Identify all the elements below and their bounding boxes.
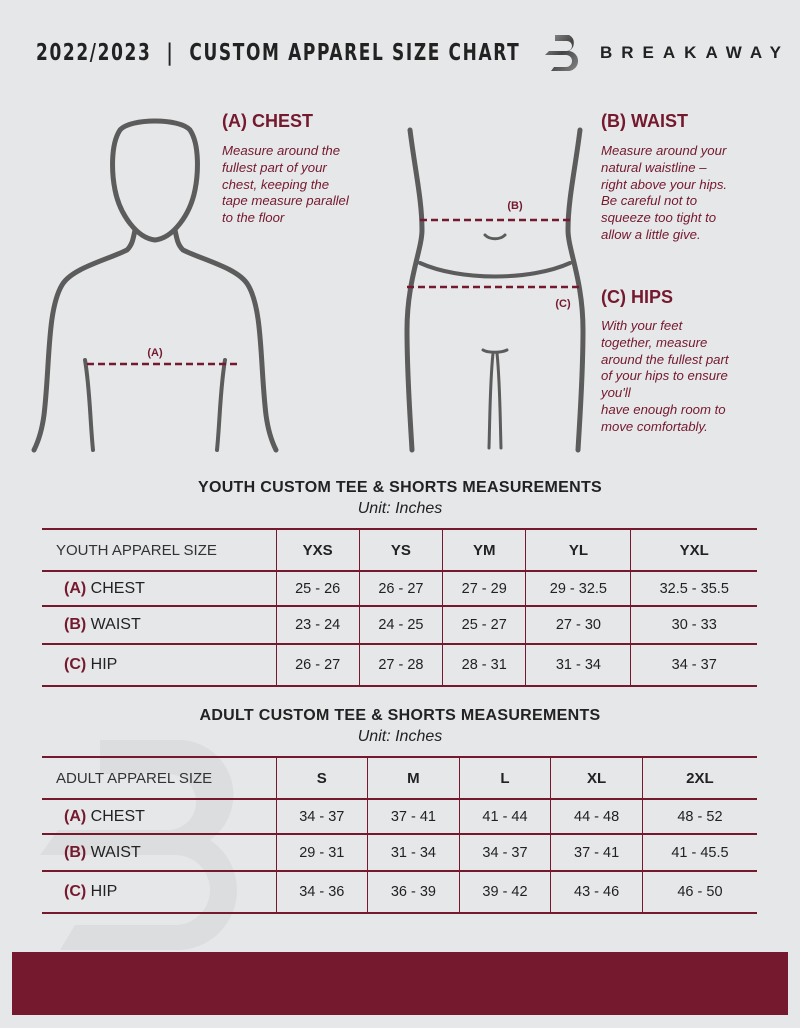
row-letter: (C) xyxy=(64,656,87,673)
upper-body-figure: (A) xyxy=(31,118,279,453)
table-header-row: ADULT APPAREL SIZE S M L XL 2XL xyxy=(42,756,757,800)
hips-title: (C) HIPS xyxy=(601,287,673,307)
size-header: S xyxy=(275,756,368,800)
size-header: XL xyxy=(550,756,643,800)
row-letter: (B) xyxy=(64,843,87,861)
cell: 37 - 41 xyxy=(550,833,643,872)
cell: 31 - 34 xyxy=(525,643,631,687)
row-label: HIP xyxy=(90,656,118,673)
cell: 30 - 33 xyxy=(630,605,757,645)
cell: 34 - 37 xyxy=(458,833,551,872)
row-label: CHEST xyxy=(90,807,145,825)
size-header: YXL xyxy=(630,528,757,572)
table-row: (A) CHEST 25 - 26 26 - 27 27 - 29 29 - 32.5 3… xyxy=(42,570,757,607)
waist-instructions: Measure around your natural waistline – … xyxy=(601,143,728,242)
cell: 41 - 44 xyxy=(458,798,551,835)
cell: 46 - 50 xyxy=(641,870,757,914)
cell: 23 - 24 xyxy=(275,605,360,645)
table-row: (C) HIP 34 - 36 36 - 39 39 - 42 43 - 46 46 - … xyxy=(42,870,757,914)
cell: 26 - 27 xyxy=(275,643,360,687)
header-label: YOUTH APPAREL SIZE xyxy=(42,528,276,572)
row-label: WAIST xyxy=(90,843,141,861)
youth-size-table: YOUTH APPAREL SIZE YXS YS YM YL YXL (A) … xyxy=(42,528,757,687)
size-header: L xyxy=(458,756,551,800)
page-title: 2022/2023 | CUSTOM APPAREL SIZE CHART xyxy=(36,40,521,66)
cell: 36 - 39 xyxy=(367,870,460,914)
cell: 25 - 27 xyxy=(442,605,526,645)
cell: 28 - 31 xyxy=(442,643,526,687)
cell: 34 - 37 xyxy=(275,798,368,835)
size-header: YL xyxy=(525,528,631,572)
youth-table-unit: Unit: Inches xyxy=(357,500,443,517)
table-row: (C) HIP 26 - 27 27 - 28 28 - 31 31 - 34 34 - … xyxy=(42,643,757,687)
row-label: HIP xyxy=(90,883,118,900)
chest-title: (A) CHEST xyxy=(222,111,313,131)
table-row: (A) CHEST 34 - 37 37 - 41 41 - 44 44 - 48 48 … xyxy=(42,798,757,835)
row-letter: (A) xyxy=(64,579,87,597)
cell: 27 - 28 xyxy=(358,643,443,687)
chest-marker: (A) xyxy=(147,347,163,359)
youth-table-title: YOUTH CUSTOM TEE & SHORTS MEASUREMENTS xyxy=(197,479,603,496)
cell: 34 - 37 xyxy=(630,643,757,687)
row-letter: (B) xyxy=(64,616,87,633)
cell: 29 - 32.5 xyxy=(525,570,631,607)
table-row: (B) WAIST 23 - 24 24 - 25 25 - 27 27 - 30 30 … xyxy=(42,605,757,645)
row-label: WAIST xyxy=(90,616,141,633)
size-header: YS xyxy=(358,528,443,572)
adult-size-table: ADULT APPAREL SIZE S M L XL 2XL (A) CHES… xyxy=(42,756,757,914)
cell: 39 - 42 xyxy=(458,870,551,914)
hips-marker: (C) xyxy=(555,298,571,310)
lower-body-figure: (B) (C) xyxy=(404,127,586,453)
row-label: CHEST xyxy=(90,579,145,597)
size-header: YXS xyxy=(275,528,360,572)
adult-table-title: ADULT CUSTOM TEE & SHORTS MEASUREMENTS xyxy=(199,707,601,724)
cell: 24 - 25 xyxy=(358,605,443,645)
cell: 43 - 46 xyxy=(550,870,643,914)
cell: 44 - 48 xyxy=(550,798,643,835)
adult-table-unit: Unit: Inches xyxy=(357,728,443,745)
cell: 37 - 41 xyxy=(367,798,460,835)
cell: 31 - 34 xyxy=(367,833,460,872)
cell: 48 - 52 xyxy=(641,798,757,835)
header-label: ADULT APPAREL SIZE xyxy=(42,756,276,800)
cell: 27 - 30 xyxy=(525,605,631,645)
footer-band xyxy=(12,952,788,1015)
cell: 26 - 27 xyxy=(358,570,443,607)
breakaway-logo-icon xyxy=(545,35,579,72)
cell: 34 - 36 xyxy=(275,870,368,914)
hips-instructions: With your feet together, measure around … xyxy=(601,318,729,434)
row-letter: (C) xyxy=(64,883,87,900)
table-row: (B) WAIST 29 - 31 31 - 34 34 - 37 37 - 41 41 … xyxy=(42,833,757,872)
cell: 27 - 29 xyxy=(442,570,526,607)
cell: 25 - 26 xyxy=(275,570,360,607)
waist-title: (B) WAIST xyxy=(601,111,688,131)
table-header-row: YOUTH APPAREL SIZE YXS YS YM YL YXL xyxy=(42,528,757,572)
row-letter: (A) xyxy=(64,807,87,825)
chest-instructions: Measure around the fullest part of your … xyxy=(222,143,349,226)
cell: 41 - 45.5 xyxy=(641,833,757,872)
waist-marker: (B) xyxy=(507,200,523,212)
brand-name: BREAKAWAY xyxy=(600,43,790,62)
size-header: 2XL xyxy=(641,756,757,800)
size-header: YM xyxy=(442,528,526,572)
cell: 29 - 31 xyxy=(275,833,368,872)
size-header: M xyxy=(367,756,460,800)
cell: 32.5 - 35.5 xyxy=(630,570,757,607)
